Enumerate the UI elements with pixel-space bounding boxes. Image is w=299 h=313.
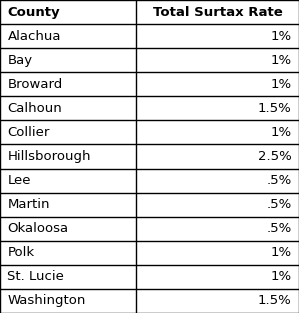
Text: Broward: Broward bbox=[7, 78, 63, 91]
Text: Hillsborough: Hillsborough bbox=[7, 150, 91, 163]
Text: .5%: .5% bbox=[266, 174, 292, 187]
Text: 1%: 1% bbox=[270, 30, 292, 43]
Text: 2.5%: 2.5% bbox=[258, 150, 292, 163]
Text: St. Lucie: St. Lucie bbox=[7, 270, 64, 283]
Text: .5%: .5% bbox=[266, 198, 292, 211]
Text: Washington: Washington bbox=[7, 295, 86, 307]
Text: Collier: Collier bbox=[7, 126, 50, 139]
Text: Total Surtax Rate: Total Surtax Rate bbox=[153, 6, 282, 18]
Text: Martin: Martin bbox=[7, 198, 50, 211]
Text: Polk: Polk bbox=[7, 246, 35, 259]
Text: 1%: 1% bbox=[270, 78, 292, 91]
Text: 1.5%: 1.5% bbox=[258, 102, 292, 115]
Text: Bay: Bay bbox=[7, 54, 33, 67]
Text: 1%: 1% bbox=[270, 270, 292, 283]
Text: 1%: 1% bbox=[270, 126, 292, 139]
Text: County: County bbox=[7, 6, 60, 18]
Text: Alachua: Alachua bbox=[7, 30, 61, 43]
Text: 1%: 1% bbox=[270, 54, 292, 67]
Text: 1%: 1% bbox=[270, 246, 292, 259]
Text: .5%: .5% bbox=[266, 222, 292, 235]
Text: Okaloosa: Okaloosa bbox=[7, 222, 68, 235]
Text: 1.5%: 1.5% bbox=[258, 295, 292, 307]
Text: Lee: Lee bbox=[7, 174, 31, 187]
Text: Calhoun: Calhoun bbox=[7, 102, 62, 115]
